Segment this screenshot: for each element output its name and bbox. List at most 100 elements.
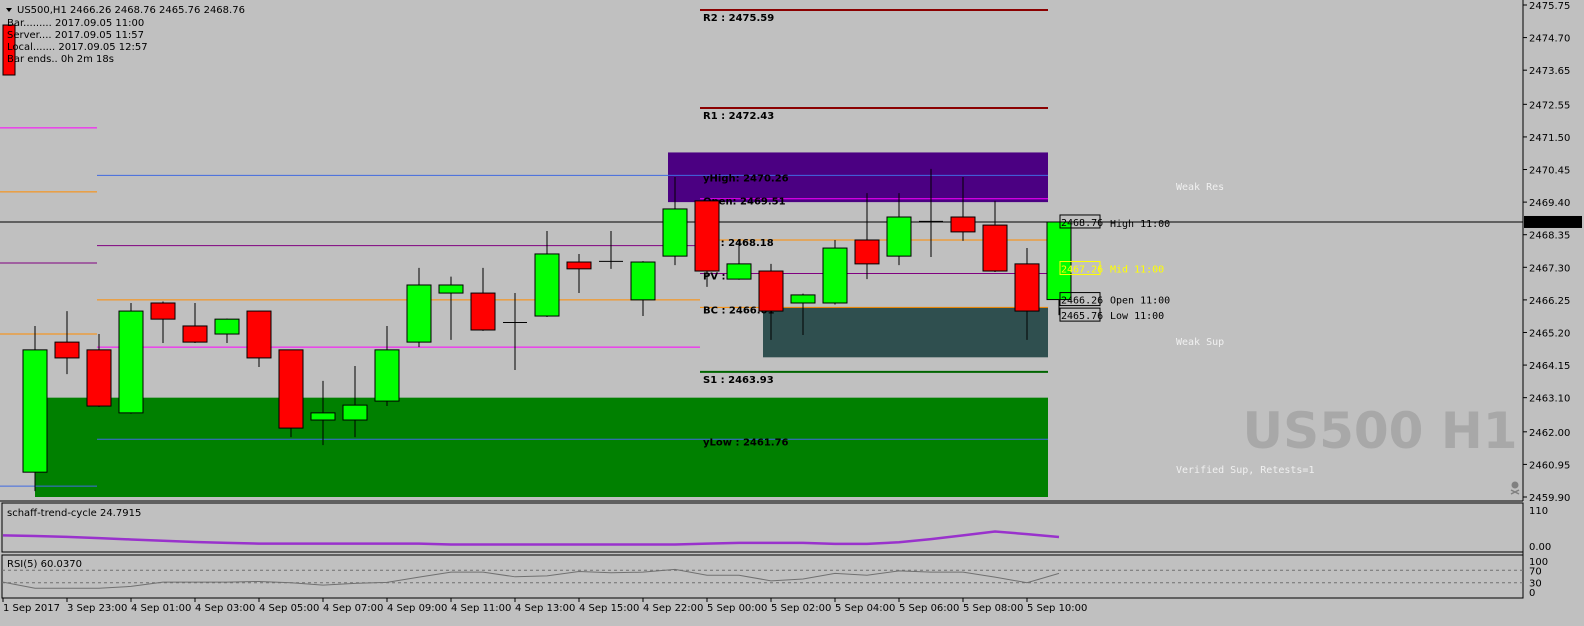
pivot-label: yLow : 2461.76 bbox=[703, 437, 789, 448]
candle-body bbox=[150, 302, 176, 320]
time-label: 4 Sep 03:00 bbox=[195, 603, 255, 614]
info-bar: Bar......... 2017.09.05 11:00 bbox=[7, 18, 144, 29]
candle bbox=[214, 318, 240, 344]
indicator-panel bbox=[1, 554, 1524, 599]
axis-tick-label: 2473.65 bbox=[1529, 66, 1570, 77]
axis-tick-label: 2464.15 bbox=[1529, 361, 1570, 372]
time-label: 4 Sep 13:00 bbox=[515, 603, 575, 614]
time-label: 5 Sep 00:00 bbox=[707, 603, 767, 614]
candle-body bbox=[470, 292, 496, 331]
rsi-label: RSI(5) 60.0370 bbox=[7, 559, 82, 570]
candle-body bbox=[22, 349, 48, 473]
pivot-label: PV : 246 bbox=[703, 272, 750, 283]
axis-tick-label: 2471.50 bbox=[1529, 133, 1570, 144]
pivot-label: TC : 2468.18 bbox=[703, 238, 774, 249]
axis-tick-label: 2474.70 bbox=[1529, 34, 1570, 45]
price-label-box bbox=[1059, 292, 1101, 307]
symbol-line: US500,H1 2466.26 2468.76 2465.76 2468.76 bbox=[17, 5, 245, 16]
candle-body bbox=[822, 247, 848, 304]
price-label-value: 2465.76 bbox=[1061, 311, 1103, 322]
candle-body bbox=[310, 412, 336, 421]
stc-axis-top: 110 bbox=[1529, 506, 1548, 517]
axis-tick-label: 2460.95 bbox=[1529, 460, 1570, 471]
candle bbox=[790, 293, 816, 335]
candle-body bbox=[790, 294, 816, 304]
time-axis[interactable]: 1 Sep 2017 3 Sep 23:00 4 Sep 01:00 4 Sep 03… bbox=[2, 598, 1087, 614]
candle bbox=[758, 263, 784, 340]
candle bbox=[342, 366, 368, 438]
candle-body bbox=[182, 325, 208, 343]
price-label-value: 2466.26 bbox=[1061, 296, 1103, 307]
candle-body bbox=[758, 270, 784, 312]
zone-label: Weak Sup bbox=[1176, 337, 1224, 348]
time-label: 4 Sep 09:00 bbox=[387, 603, 447, 614]
candle-body bbox=[1014, 263, 1040, 312]
candle bbox=[599, 230, 623, 269]
rsi-axis-label: 100 bbox=[1529, 557, 1548, 568]
indicator-marker bbox=[2, 24, 16, 76]
watermark: US500 H1 bbox=[1242, 402, 1517, 460]
candle bbox=[22, 325, 48, 492]
candle-body bbox=[118, 310, 144, 414]
price-label-value: 2468.76 bbox=[1061, 218, 1103, 229]
candle bbox=[406, 267, 432, 348]
candle-body bbox=[246, 310, 272, 359]
candle-body bbox=[630, 261, 656, 301]
pivot-label: R1 : 2472.43 bbox=[703, 111, 774, 122]
pivot-label: yHigh: 2470.26 bbox=[703, 173, 789, 184]
candle bbox=[118, 302, 144, 414]
candle bbox=[534, 230, 560, 317]
candle-body bbox=[886, 216, 912, 257]
candle bbox=[150, 301, 176, 344]
candle bbox=[919, 168, 943, 258]
overlay-layer: 2468.76 High 11:00 2467.26 Mid 11:00 2466.26… bbox=[1059, 214, 1170, 322]
rsi-axis-label: 30 bbox=[1529, 579, 1542, 590]
stc-line bbox=[2, 530, 1060, 546]
candle-body bbox=[1046, 221, 1072, 301]
candle bbox=[566, 253, 592, 294]
candle-body bbox=[534, 253, 560, 317]
info-server: Server.... 2017.09.05 11:57 bbox=[7, 30, 144, 41]
candle-body bbox=[278, 349, 304, 429]
time-label: 3 Sep 23:00 bbox=[67, 603, 127, 614]
candles-layer bbox=[22, 168, 1072, 492]
axis-tick-label: 2465.20 bbox=[1529, 328, 1570, 339]
axis-tick-label: 2467.30 bbox=[1529, 263, 1570, 274]
candle-body bbox=[566, 261, 592, 270]
indicator-panel bbox=[1, 502, 1524, 553]
time-label: 5 Sep 04:00 bbox=[835, 603, 895, 614]
candle bbox=[950, 176, 976, 241]
pivot-levels-layer: R2 : 2475.59 R1 : 2472.43 yHigh: 2470.26 Op… bbox=[0, 8, 1523, 487]
axis-tick-label: 2463.10 bbox=[1529, 394, 1570, 405]
candle bbox=[310, 380, 336, 446]
candle-body bbox=[374, 349, 400, 402]
candle bbox=[278, 349, 304, 438]
price-label-text: High 11:00 bbox=[1110, 219, 1170, 230]
price-axis[interactable]: 2475.75 2474.70 2473.65 2472.55 2471.50 2470.… bbox=[1522, 0, 1582, 598]
candle bbox=[246, 310, 272, 367]
time-label: 1 Sep 2017 bbox=[3, 603, 60, 614]
candle bbox=[374, 325, 400, 407]
axis-tick-label: 2469.40 bbox=[1529, 198, 1570, 209]
pivot-label: S1 : 2463.93 bbox=[703, 375, 774, 386]
candle-body bbox=[726, 263, 752, 280]
price-label-box bbox=[1059, 307, 1101, 322]
zones-layer: Weak Res Weak Sup Verified Sup, Retests=1 bbox=[35, 152, 1314, 497]
indicator-panels: schaff-trend-cycle 24.7915 110 0.00 RSI(5) … bbox=[0, 500, 1584, 599]
candle bbox=[1014, 248, 1040, 340]
candle bbox=[182, 302, 208, 344]
dropdown-triangle-icon[interactable] bbox=[6, 8, 12, 12]
time-label: 4 Sep 01:00 bbox=[131, 603, 191, 614]
price-label-text: Open 11:00 bbox=[1110, 296, 1170, 307]
price-label-box bbox=[1059, 214, 1101, 229]
zone-rect bbox=[763, 307, 1048, 358]
time-label: 5 Sep 02:00 bbox=[771, 603, 831, 614]
price-label-text: Mid 11:00 bbox=[1110, 265, 1164, 276]
pivot-label: R2 : 2475.59 bbox=[703, 13, 774, 24]
rsi-axis-label: 0 bbox=[1529, 588, 1535, 599]
zone-rect bbox=[668, 152, 1048, 203]
time-label: 5 Sep 08:00 bbox=[963, 603, 1023, 614]
axis-tick-label: 2466.25 bbox=[1529, 296, 1570, 307]
info-local: Local....... 2017.09.05 12:57 bbox=[7, 42, 148, 53]
